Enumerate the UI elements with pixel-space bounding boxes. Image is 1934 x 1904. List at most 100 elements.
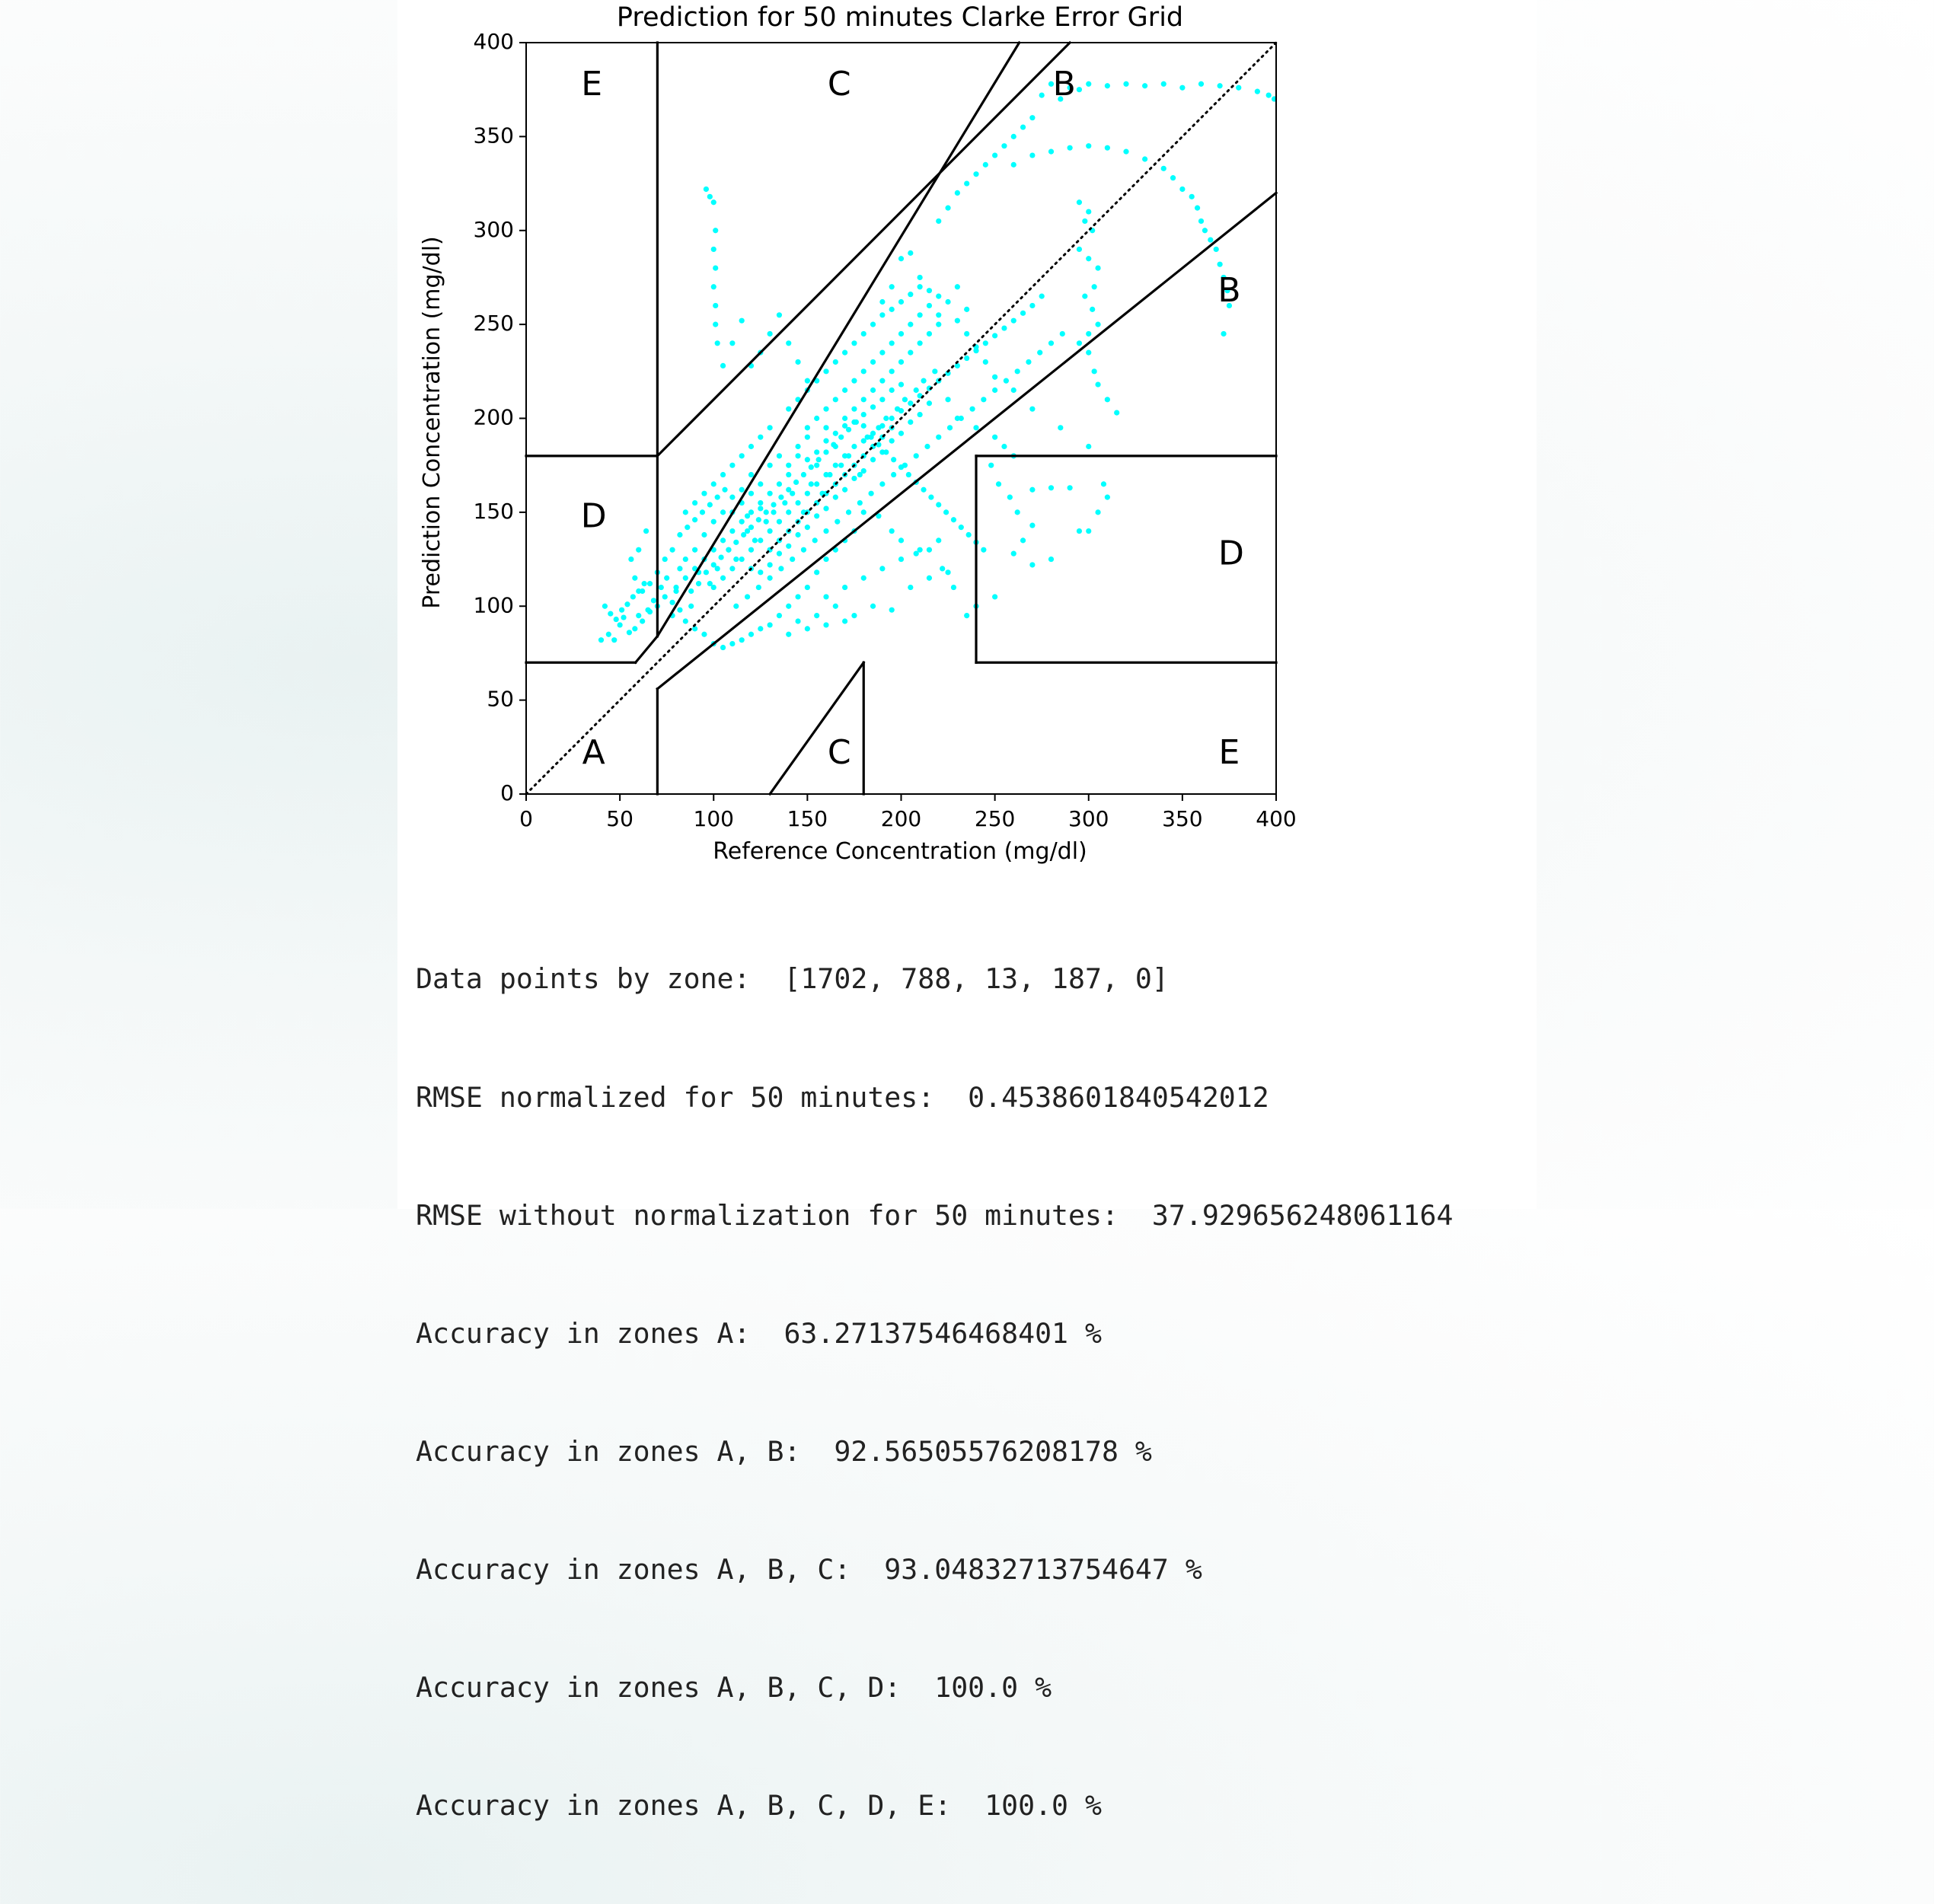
data-point (898, 298, 905, 305)
data-point (898, 537, 905, 544)
data-point (876, 442, 882, 448)
data-point (739, 518, 745, 525)
data-point (879, 397, 886, 403)
data-point (889, 607, 895, 613)
data-point (808, 464, 814, 470)
data-point (767, 528, 773, 534)
data-point (992, 594, 998, 600)
data-point (1104, 494, 1110, 500)
data-point (1010, 387, 1016, 394)
data-point (870, 387, 876, 394)
data-point (842, 453, 848, 459)
data-point (973, 348, 979, 354)
data-point (673, 584, 679, 591)
data-point (832, 462, 838, 468)
data-point (741, 531, 747, 538)
data-point (860, 467, 866, 474)
data-point (733, 539, 739, 545)
zone-label: C (828, 65, 851, 104)
data-point (776, 481, 783, 487)
data-point (832, 359, 838, 365)
data-point (1076, 246, 1083, 253)
zone-label: E (581, 65, 602, 104)
data-point (851, 340, 857, 346)
data-point (1208, 237, 1214, 243)
data-point (776, 518, 783, 525)
data-point (842, 486, 848, 493)
data-point (917, 411, 923, 418)
data-point (823, 406, 829, 412)
data-point (692, 499, 698, 506)
data-point (748, 443, 755, 450)
data-point (703, 186, 709, 193)
data-point (776, 612, 783, 619)
data-point (917, 340, 923, 346)
data-point (1179, 186, 1186, 193)
data-point (1202, 228, 1208, 234)
data-point (771, 509, 777, 515)
data-point (1076, 528, 1083, 534)
data-point (1095, 265, 1101, 271)
data-point (860, 423, 866, 429)
data-point (945, 397, 951, 403)
data-point (682, 509, 688, 515)
data-point (1194, 205, 1201, 211)
data-point (729, 641, 736, 647)
data-point (908, 250, 914, 256)
data-point (945, 569, 951, 576)
data-point (1198, 81, 1205, 87)
y-tick-label: 400 (474, 29, 514, 54)
data-point (1082, 293, 1088, 299)
data-point (703, 569, 709, 576)
data-point (1007, 494, 1013, 500)
data-point (853, 419, 859, 426)
data-point (812, 537, 818, 544)
data-point (748, 509, 755, 515)
data-point (1010, 317, 1016, 324)
data-point (720, 537, 726, 544)
data-point (928, 494, 934, 500)
data-point (945, 205, 951, 211)
data-point (1123, 148, 1129, 155)
x-tick-label: 250 (975, 806, 1015, 831)
data-point (973, 425, 979, 431)
data-point (662, 556, 668, 563)
data-point (1067, 85, 1073, 91)
data-point (1170, 175, 1176, 181)
data-point (823, 528, 829, 534)
data-point (758, 537, 764, 544)
data-point (842, 349, 848, 356)
data-point (823, 368, 829, 375)
data-point (1058, 96, 1064, 102)
data-point (842, 387, 848, 394)
data-point (1010, 550, 1016, 557)
data-point (857, 499, 863, 506)
data-point (936, 537, 942, 544)
data-point (729, 566, 736, 572)
data-point (748, 547, 755, 553)
data-point (748, 471, 755, 478)
data-point (1048, 340, 1055, 346)
data-point (879, 566, 886, 572)
data-point (795, 531, 801, 538)
data-point (992, 434, 998, 440)
data-point (692, 517, 698, 523)
data-point (1091, 368, 1097, 375)
data-point (965, 531, 972, 538)
data-point (722, 486, 728, 493)
data-point (1142, 156, 1148, 162)
data-point (688, 603, 694, 609)
data-point (845, 509, 852, 515)
data-point (795, 594, 801, 600)
data-point (1123, 81, 1129, 87)
zone-boundary-line (656, 40, 1021, 638)
data-point (898, 330, 905, 337)
data-point (954, 284, 960, 290)
data-point (1076, 87, 1083, 93)
x-tick-label: 150 (787, 806, 828, 831)
data-point (744, 513, 751, 519)
data-point (898, 464, 905, 470)
data-point (1037, 349, 1043, 356)
data-point (851, 443, 857, 450)
data-point (908, 419, 914, 426)
